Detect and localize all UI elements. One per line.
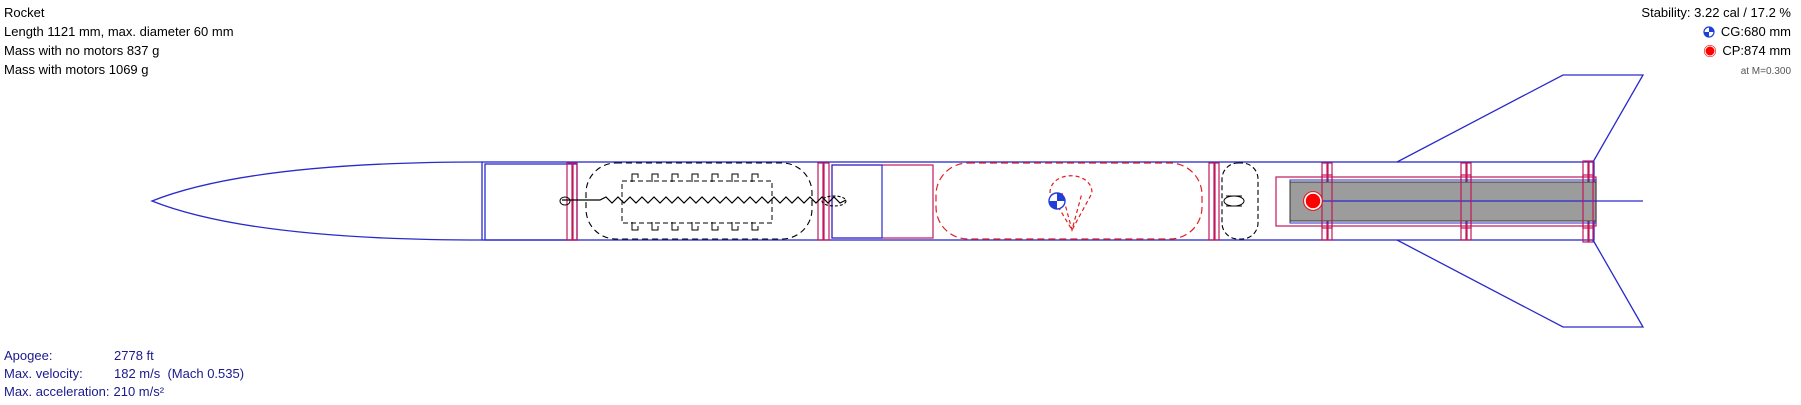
- acceleration-row: Max. acceleration: 210 m/s²: [4, 383, 244, 401]
- rocket-mass-no-motors: Mass with no motors 837 g: [4, 43, 160, 58]
- acceleration-value: 210 m/s²: [113, 384, 165, 399]
- cp-marker-on-rocket: [1303, 191, 1323, 211]
- eyebolt-aft: [1223, 195, 1245, 207]
- eyebolt-forward: [821, 195, 847, 207]
- cp-label: CP:874 mm: [1722, 43, 1791, 58]
- velocity-value: 182 m/s (Mach 0.535): [114, 366, 245, 381]
- fin-lower: [1396, 239, 1645, 328]
- forward-recovery-bay: [585, 162, 813, 240]
- cg-icon: [1703, 25, 1715, 38]
- shock-cord-forward: [562, 196, 847, 204]
- nose-shoulder: [484, 163, 578, 241]
- mach-note: at M=0.300: [1740, 66, 1791, 77]
- rocket-mass-with-motors: Mass with motors 1069 g: [4, 62, 149, 77]
- flight-summary: Apogee: 2778 ft Max. velocity: 182 m/s (…: [4, 347, 244, 401]
- apogee-label: Apogee:: [4, 348, 53, 363]
- cp-legend: CP:874 mm: [1641, 41, 1791, 60]
- rocket-length: Length 1121 mm, max. diameter 60 mm: [4, 24, 234, 39]
- coupler-blue: [831, 164, 883, 239]
- acceleration-label: Max. acceleration:: [4, 384, 110, 399]
- cg-label: CG:680 mm: [1720, 24, 1791, 39]
- apogee-row: Apogee: 2778 ft: [4, 347, 244, 365]
- aft-recovery-bay: [1221, 162, 1259, 240]
- cp-icon: [1704, 44, 1717, 57]
- velocity-label: Max. velocity:: [4, 366, 83, 381]
- parachute-icon: [1049, 175, 1093, 233]
- main-chute-bay: [935, 162, 1203, 240]
- centering-rings: [1321, 174, 1594, 229]
- stability-info: Stability: 3.22 cal / 17.2 % CG:680 mm C…: [1641, 3, 1791, 81]
- fin-upper: [1396, 74, 1645, 163]
- cg-marker-on-rocket: [1048, 192, 1066, 210]
- forward-electronics: [621, 180, 773, 224]
- rocket-name: Rocket: [4, 5, 45, 20]
- cg-legend: CG:680 mm: [1641, 22, 1791, 41]
- rocket-info: Rocket Length 1121 mm, max. diameter 60 …: [4, 3, 234, 79]
- velocity-row: Max. velocity: 182 m/s (Mach 0.535): [4, 365, 244, 383]
- forward-clips: [631, 173, 759, 231]
- stability-line: Stability: 3.22 cal / 17.2 %: [1641, 5, 1791, 20]
- nose-cone: [150, 161, 483, 241]
- apogee-value: 2778 ft: [114, 348, 154, 363]
